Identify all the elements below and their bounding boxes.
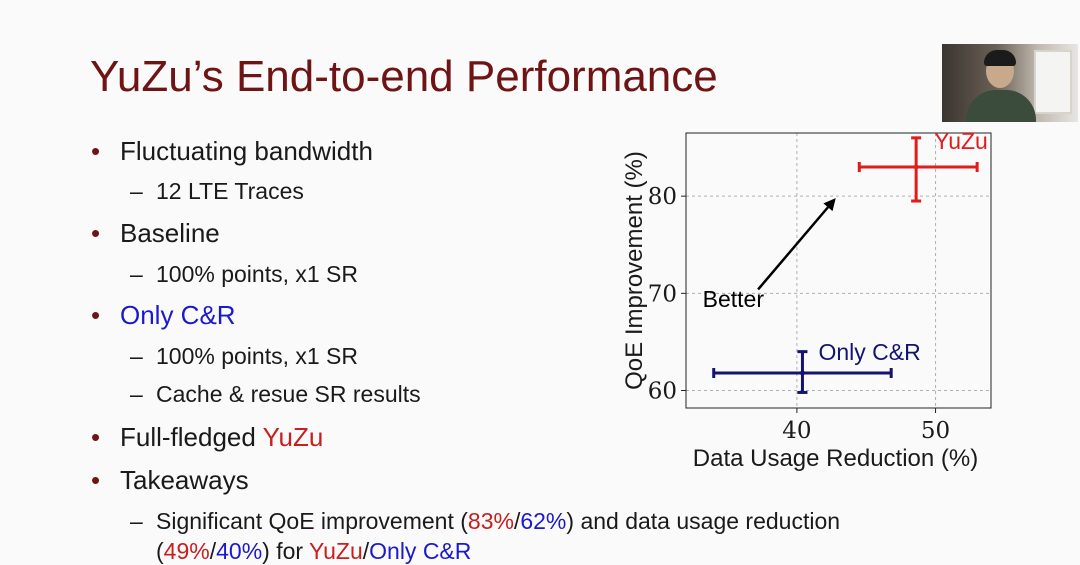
sub-bullet-text: 100% points, x1 SR — [156, 261, 359, 287]
scatter-chart: 40 50 60 70 80 YuZu Only C&R Data Usage Reduc… — [621, 128, 992, 472]
bullet-text-prefix: Full-fledged — [120, 422, 263, 452]
takeaway-cr-data: 40% — [216, 538, 263, 564]
data-point — [913, 164, 919, 170]
better-label: Better — [703, 286, 765, 312]
bullet-text: Baseline — [120, 218, 220, 248]
y-tick-label: 80 — [648, 184, 677, 210]
sub-bullet-dash: – — [130, 343, 143, 369]
sub-bullet-dash: – — [130, 508, 143, 534]
takeaway-slash: / — [209, 538, 217, 564]
bullet-dot: • — [91, 136, 101, 166]
takeaway-yuzu-data: 49% — [163, 538, 210, 564]
takeaway-text: ( — [156, 538, 164, 564]
y-tick-label: 60 — [648, 379, 677, 405]
bullet-dot: • — [91, 465, 101, 495]
x-tick-label: 40 — [782, 418, 811, 444]
ticks: 40 50 60 70 80 — [648, 184, 950, 444]
better-arrowhead — [823, 198, 836, 212]
bullet-text: Only C&R — [120, 300, 236, 330]
sub-bullet-dash: – — [130, 261, 143, 287]
takeaway-slash: / — [362, 538, 370, 564]
takeaway-text: Significant QoE improvement ( — [156, 508, 468, 534]
sub-bullet-continuation: (49%/40%) for YuZu/Only C&R — [156, 538, 471, 565]
grid — [686, 133, 991, 408]
x-axis-label: Data Usage Reduction (%) — [693, 445, 978, 472]
sub-bullet-text: 12 LTE Traces — [156, 178, 304, 204]
takeaway-cr-qoe: 62% — [520, 508, 567, 534]
bullet-dot: • — [91, 422, 101, 452]
better-arrow — [757, 206, 829, 291]
y-tick-label: 70 — [648, 281, 677, 307]
takeaway-slash: / — [513, 508, 521, 534]
series-yuzu: YuZu — [857, 128, 988, 203]
takeaway-yuzu-name: YuZu — [309, 538, 363, 564]
data-marks: YuZu Only C&R — [712, 128, 988, 394]
bullet-text: Full-fledged YuZu — [120, 422, 323, 453]
series-only-c-r: Only C&R — [712, 339, 921, 394]
presenter-body — [966, 90, 1036, 122]
sub-bullet-text: Significant QoE improvement (83%/62%) an… — [156, 508, 840, 535]
yuzu-label: YuZu — [262, 422, 324, 452]
data-point — [799, 370, 805, 376]
webcam-thumbnail — [942, 44, 1078, 122]
takeaway-text: ) and data usage reduction — [566, 508, 841, 534]
takeaway-cr-name: Only C&R — [369, 538, 472, 564]
bullet-text: Takeaways — [120, 465, 249, 495]
plot-frame — [685, 132, 992, 409]
sub-bullet-dash: – — [130, 178, 143, 204]
sub-bullet-text: 100% points, x1 SR — [156, 343, 359, 369]
y-axis-label: QoE Improvement (%) — [621, 151, 648, 390]
takeaway-text: ) for — [262, 538, 310, 564]
sub-bullet-text: Cache & resue SR results — [156, 381, 421, 407]
sub-bullet-dash: – — [130, 381, 143, 407]
x-tick-label: 50 — [921, 418, 950, 444]
better-annotation: Better — [703, 198, 836, 312]
presenter-hair — [984, 50, 1016, 66]
series-label: Only C&R — [818, 339, 920, 365]
bullet-dot: • — [91, 300, 101, 330]
takeaway-yuzu-qoe: 83% — [467, 508, 514, 534]
bullet-text: Fluctuating bandwidth — [120, 136, 373, 166]
window — [1034, 50, 1072, 114]
slide-title: YuZu’s End-to-end Performance — [90, 52, 718, 101]
series-label: YuZu — [934, 128, 988, 154]
bullet-dot: • — [91, 218, 101, 248]
